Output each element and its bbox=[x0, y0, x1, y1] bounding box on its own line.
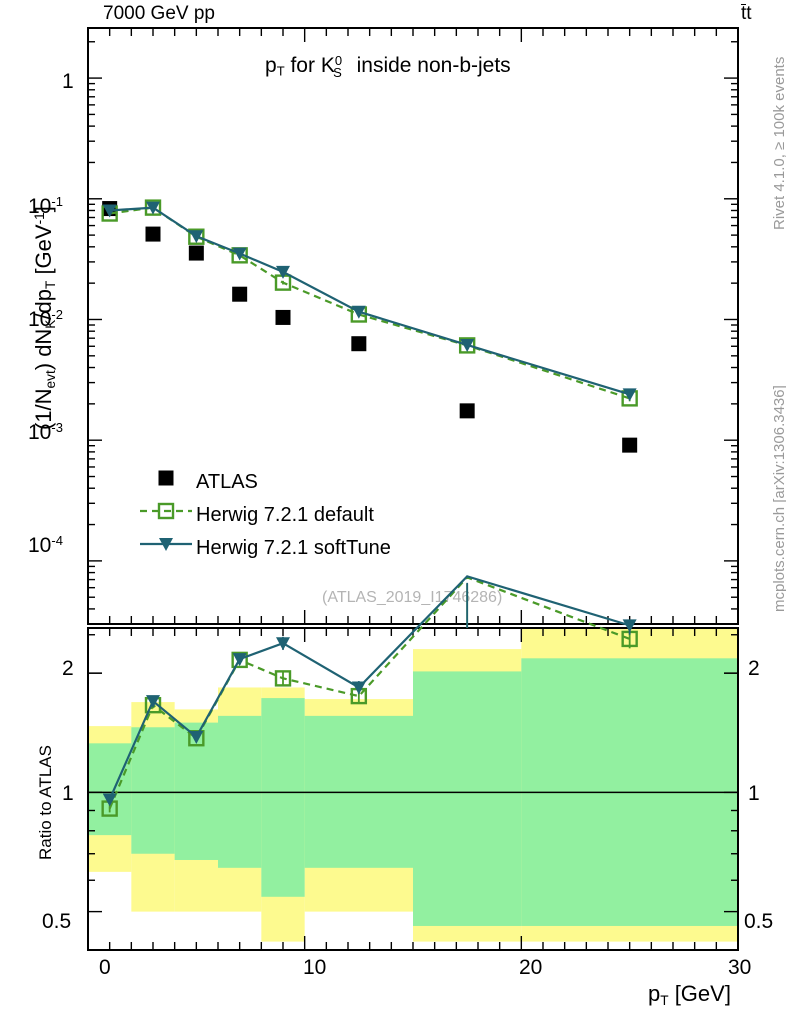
main-ytick-1e-2: 10-2 bbox=[28, 307, 63, 331]
legend-label-herwig-default: Herwig 7.2.1 default bbox=[196, 504, 374, 526]
herwig-default-ratio-marker bbox=[231, 651, 248, 669]
herwig-default-main-marker bbox=[188, 228, 205, 245]
herwig-default-ratio-marker bbox=[274, 670, 292, 687]
ratio-band-inner bbox=[261, 698, 305, 897]
legend-marker-herwig-default bbox=[157, 502, 175, 520]
ratio-ytick-05: 0.5 bbox=[42, 910, 72, 933]
ratio-ytick-1: 1 bbox=[62, 782, 74, 805]
ratio-ytick-2: 2 bbox=[62, 657, 74, 680]
analysis-watermark: (ATLAS_2019_I1746286) bbox=[322, 589, 503, 606]
herwig-softtune-main-marker bbox=[232, 247, 247, 261]
herwig-softtune-ratio-marker bbox=[351, 681, 366, 695]
atlas-data-point bbox=[622, 437, 638, 453]
atlas-data-point bbox=[188, 245, 204, 261]
herwig-default-main-marker bbox=[458, 337, 476, 354]
ratio-band-inner bbox=[413, 671, 522, 926]
main-panel-frame bbox=[87, 27, 739, 625]
main-ytick-1: 1 bbox=[62, 70, 74, 93]
atlas-data-point bbox=[351, 336, 367, 352]
herwig-softtune-ratio-marker bbox=[189, 731, 204, 744]
atlas-data-point bbox=[232, 286, 248, 302]
xtick-20: 20 bbox=[519, 956, 543, 979]
xtick-0: 0 bbox=[99, 956, 111, 979]
herwig-softtune-main-marker bbox=[460, 339, 475, 352]
legend-label-atlas: ATLAS bbox=[196, 471, 258, 493]
atlas-data-point bbox=[275, 309, 291, 325]
atlas-data-point bbox=[459, 403, 475, 419]
beam-energy-label: 7000 GeV pp bbox=[103, 3, 215, 24]
herwig-softtune-main-marker bbox=[622, 388, 637, 402]
legend-marker-atlas bbox=[158, 470, 174, 486]
herwig-softtune-ratio-line bbox=[108, 575, 630, 800]
ratio-ytick-2-right: 2 bbox=[748, 657, 760, 680]
herwig-softtune-ratio-marker bbox=[232, 653, 247, 667]
legend-marker-herwig-softtune bbox=[159, 538, 173, 551]
main-ytick-1e-3: 10-3 bbox=[28, 420, 63, 444]
process-label: tt bbox=[741, 3, 752, 24]
herwig-softtune-main-marker bbox=[276, 265, 290, 279]
herwig-softtune-main-marker bbox=[102, 204, 117, 218]
herwig-softtune-ratio-marker bbox=[102, 793, 117, 807]
legend-label-herwig-softtune: Herwig 7.2.1 softTune bbox=[196, 537, 391, 559]
ratio-band-inner bbox=[131, 727, 175, 854]
plot-title: pT for K0S inside non-b-jets bbox=[265, 53, 511, 80]
main-ytick-1e-1: 10-1 bbox=[28, 194, 63, 218]
herwig-softtune-main-line bbox=[109, 206, 630, 396]
atlas-data-point bbox=[145, 226, 161, 242]
xtick-10: 10 bbox=[303, 956, 327, 979]
herwig-softtune-ratio-marker bbox=[146, 695, 160, 709]
herwig-softtune-ratio-marker bbox=[276, 637, 290, 651]
ratio-ytick-05-right: 0.5 bbox=[744, 910, 774, 933]
herwig-softtune-ratio-marker bbox=[622, 619, 637, 633]
ratio-ytick-1-right: 1 bbox=[748, 782, 760, 805]
herwig-softtune-main-marker bbox=[351, 305, 366, 319]
herwig-softtune-main-marker bbox=[189, 230, 204, 244]
xtick-30: 30 bbox=[728, 956, 752, 979]
ratio-band-inner bbox=[88, 743, 132, 836]
herwig-softtune-main-marker bbox=[146, 201, 160, 215]
main-ytick-1e-4: 10-4 bbox=[28, 533, 63, 557]
x-axis-label: pT [GeV] bbox=[648, 981, 731, 1008]
